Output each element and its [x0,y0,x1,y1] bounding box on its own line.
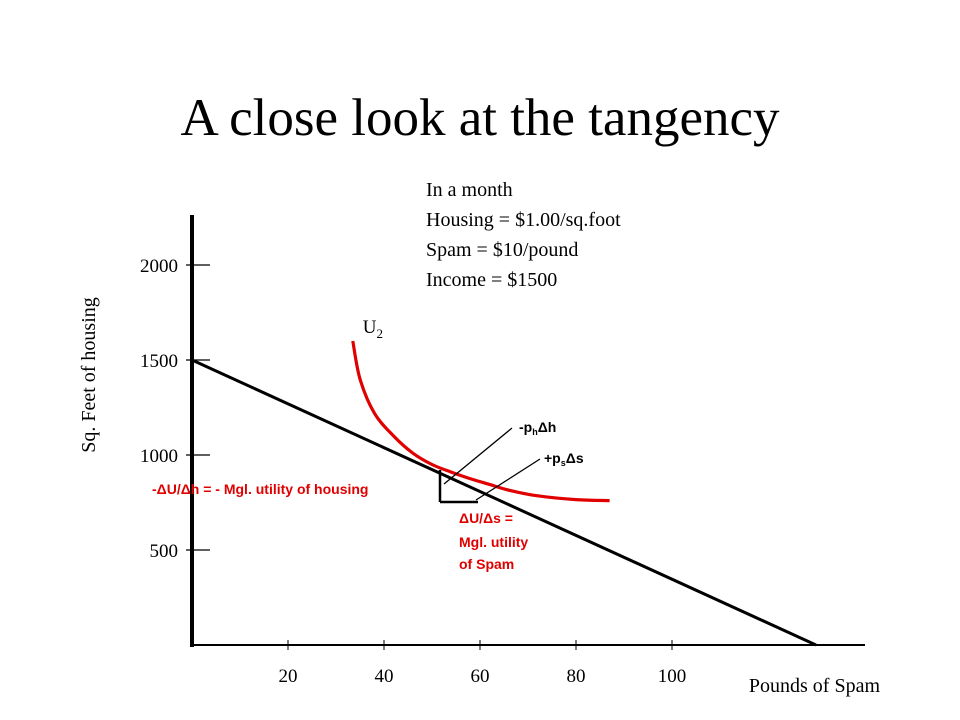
pointer-ps-ds [475,458,541,501]
annotation-mu-housing: -ΔU/Δh = - Mgl. utility of housing [152,481,369,497]
x-tick-label: 20 [279,666,298,687]
y-axis-label: Sq. Feet of housing [78,297,100,453]
curve-label-u2: U2 [363,317,383,341]
budget-line [191,358,817,647]
annotation-mu-spam-line-2: Mgl. utility [459,534,528,550]
x-tick-label: 100 [658,666,687,687]
series [191,340,817,647]
info-line-spam-price: Spam = $10/pound [426,239,579,261]
axes [190,215,865,647]
annotation-ps-delta-s: +psΔs [544,450,584,468]
annotation-mu-spam-line-3: of Spam [459,556,514,572]
y-tick-label: 2000 [140,256,178,277]
ticks: 500 1000 1500 2000 20 40 60 80 100 Sq. Feet of ho… [78,256,880,697]
y-tick-label: 500 [150,541,179,562]
x-tick-label: 60 [471,666,490,687]
annotation-ph-delta-h: -phΔh [519,419,556,437]
x-tick-label: 80 [567,666,586,687]
indifference-curve-u2 [351,340,610,503]
annotations: U2 -phΔh +psΔs -ΔU/Δh = - Mgl. utility o… [152,317,584,572]
info-line-income: Income = $1500 [426,269,558,291]
slide-title: A close look at the tangency [180,89,780,147]
x-tick-label: 40 [375,666,394,687]
y-tick-label: 1000 [140,446,178,467]
x-axis-label: Pounds of Spam [749,675,881,697]
annotation-mu-spam-line-1: ΔU/Δs = [459,510,513,526]
y-tick-label: 1500 [140,351,178,372]
info-line-housing-price: Housing = $1.00/sq.foot [426,209,621,231]
pointer-ph-dh [443,427,513,485]
info-line-period: In a month [426,179,513,201]
